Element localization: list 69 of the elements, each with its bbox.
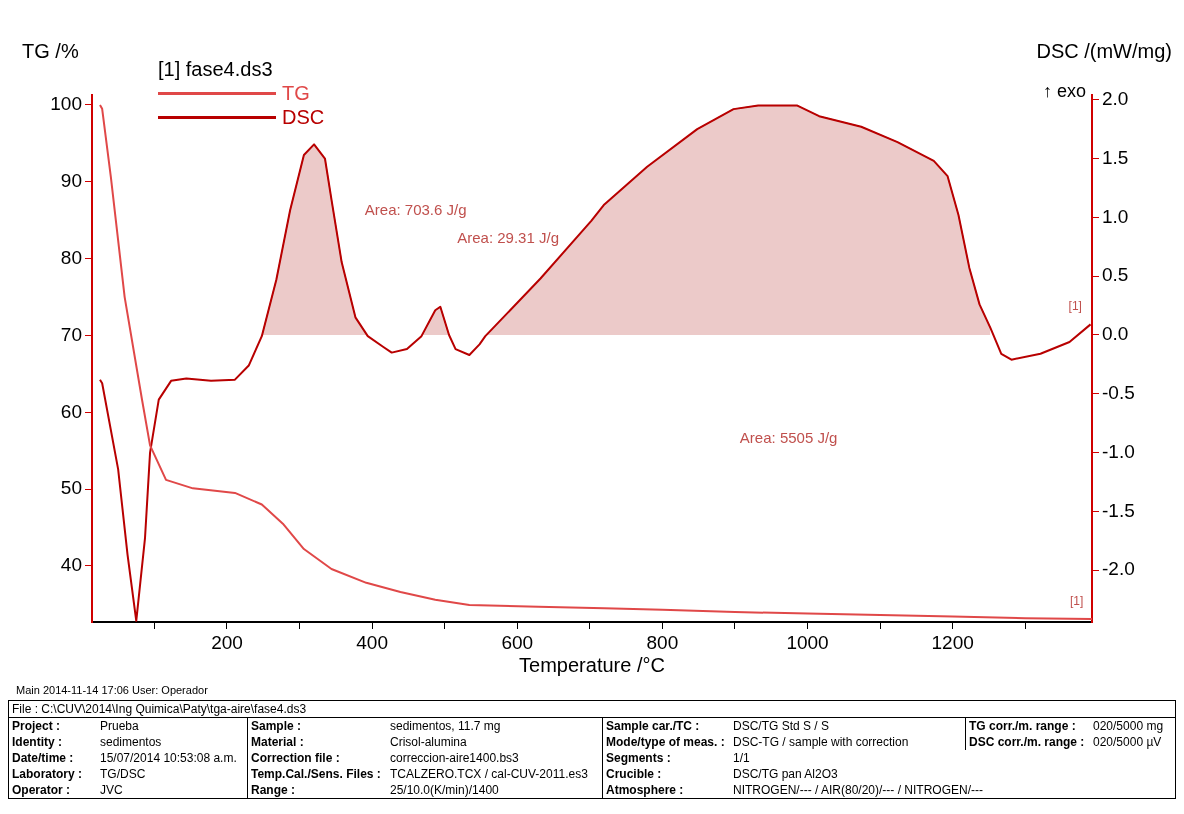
y-tick-label: 80	[60, 246, 82, 268]
x-tick-label: 600	[501, 631, 534, 653]
text: Prueba	[99, 718, 140, 734]
y2-tick-label: 1.5	[1102, 146, 1129, 168]
text: 020/5000 mg	[1092, 718, 1165, 734]
y-axis-title: TG /%	[22, 40, 79, 62]
x-tick-label: 1000	[786, 631, 829, 653]
legend-title: [1] fase4.ds3	[158, 58, 274, 81]
x-tick-label: 200	[211, 631, 243, 653]
y2-tick-label: -1.5	[1102, 499, 1135, 521]
text: Laboratory :	[11, 766, 83, 782]
text: File : C:\CUV\2014\Ing Quimica\Paty\tga-aire\fase4.ds3	[9, 701, 1175, 718]
y-tick-label: 40	[60, 554, 82, 576]
annotation: [1]	[1070, 593, 1084, 608]
text: Correction file :	[247, 750, 387, 766]
text: Mode/type of meas. :	[602, 734, 730, 750]
text: Crisol-alumina	[389, 734, 468, 750]
y2-tick-label: -0.5	[1102, 382, 1135, 404]
y-tick-label: 90	[60, 170, 82, 192]
text: TG	[282, 81, 310, 105]
y2-tick-label: 0.0	[1102, 323, 1129, 345]
text: Temp.Cal./Sens. Files :	[247, 766, 387, 782]
y-tick-label: 50	[60, 477, 82, 499]
text: TG corr./m. range :	[965, 718, 1090, 734]
text: DSC/TG pan Al2O3	[732, 766, 839, 782]
text: TCALZERO.TCX / cal-CUV-2011.es3	[389, 766, 589, 782]
text: correccion-aire1400.bs3	[389, 750, 520, 766]
text: Sample :	[247, 718, 387, 734]
y2-tick-label: 2.0	[1102, 87, 1129, 109]
text: Material :	[247, 734, 387, 750]
text: JVC	[99, 782, 124, 798]
text: 25/10.0(K/min)/1400	[389, 782, 500, 798]
y2-tick-label: 0.5	[1102, 264, 1129, 286]
annotation: ↑ exo	[1042, 81, 1086, 101]
annotation: [1]	[1068, 299, 1082, 314]
text: Main 2014-11-14 17:06 User: Operador	[16, 684, 209, 696]
text: 15/07/2014 10:53:08 a.m.	[99, 750, 238, 766]
text: 1/1	[732, 750, 751, 766]
y-tick-label: 70	[60, 323, 82, 345]
text: DSC corr./m. range :	[965, 734, 1090, 750]
text: sedimentos	[99, 734, 163, 750]
y-tick-label: 60	[60, 400, 82, 422]
text: Project :	[11, 718, 61, 734]
text: NITROGEN/--- / AIR(80/20)/--- / NITROGEN/---	[732, 782, 984, 798]
x-tick-label: 1200	[931, 631, 974, 653]
text: Segments :	[602, 750, 730, 766]
text: 020/5000 µV	[1092, 734, 1163, 750]
x-tick-label: 800	[646, 631, 679, 653]
x-axis-title: Temperature /°C	[519, 654, 665, 676]
text: Crucible :	[602, 766, 730, 782]
y2-tick-label: -1.0	[1102, 440, 1135, 462]
y2-tick-label: -2.0	[1102, 558, 1135, 580]
text: Atmosphere :	[602, 782, 730, 798]
y-tick-label: 100	[50, 93, 82, 115]
y2-tick-label: 1.0	[1102, 205, 1129, 227]
text: Date/time :	[11, 750, 75, 766]
series-label: DSC	[282, 105, 325, 129]
text: Sample car./TC :	[602, 718, 730, 734]
text: Identity :	[11, 734, 63, 750]
text: Range :	[247, 782, 387, 798]
text: sedimentos, 11.7 mg	[389, 718, 502, 734]
text: DSC/TG Std S / S	[732, 718, 831, 734]
annotation: Area: 703.6 J/g	[364, 200, 467, 218]
y2-axis-title: DSC /(mW/mg)	[1036, 40, 1172, 62]
text: DSC-TG / sample with correction	[732, 734, 910, 750]
annotation: Area: 5505 J/g	[739, 428, 838, 446]
text: Operator :	[11, 782, 71, 798]
x-tick-label: 400	[356, 631, 388, 653]
text: TG/DSC	[99, 766, 147, 782]
